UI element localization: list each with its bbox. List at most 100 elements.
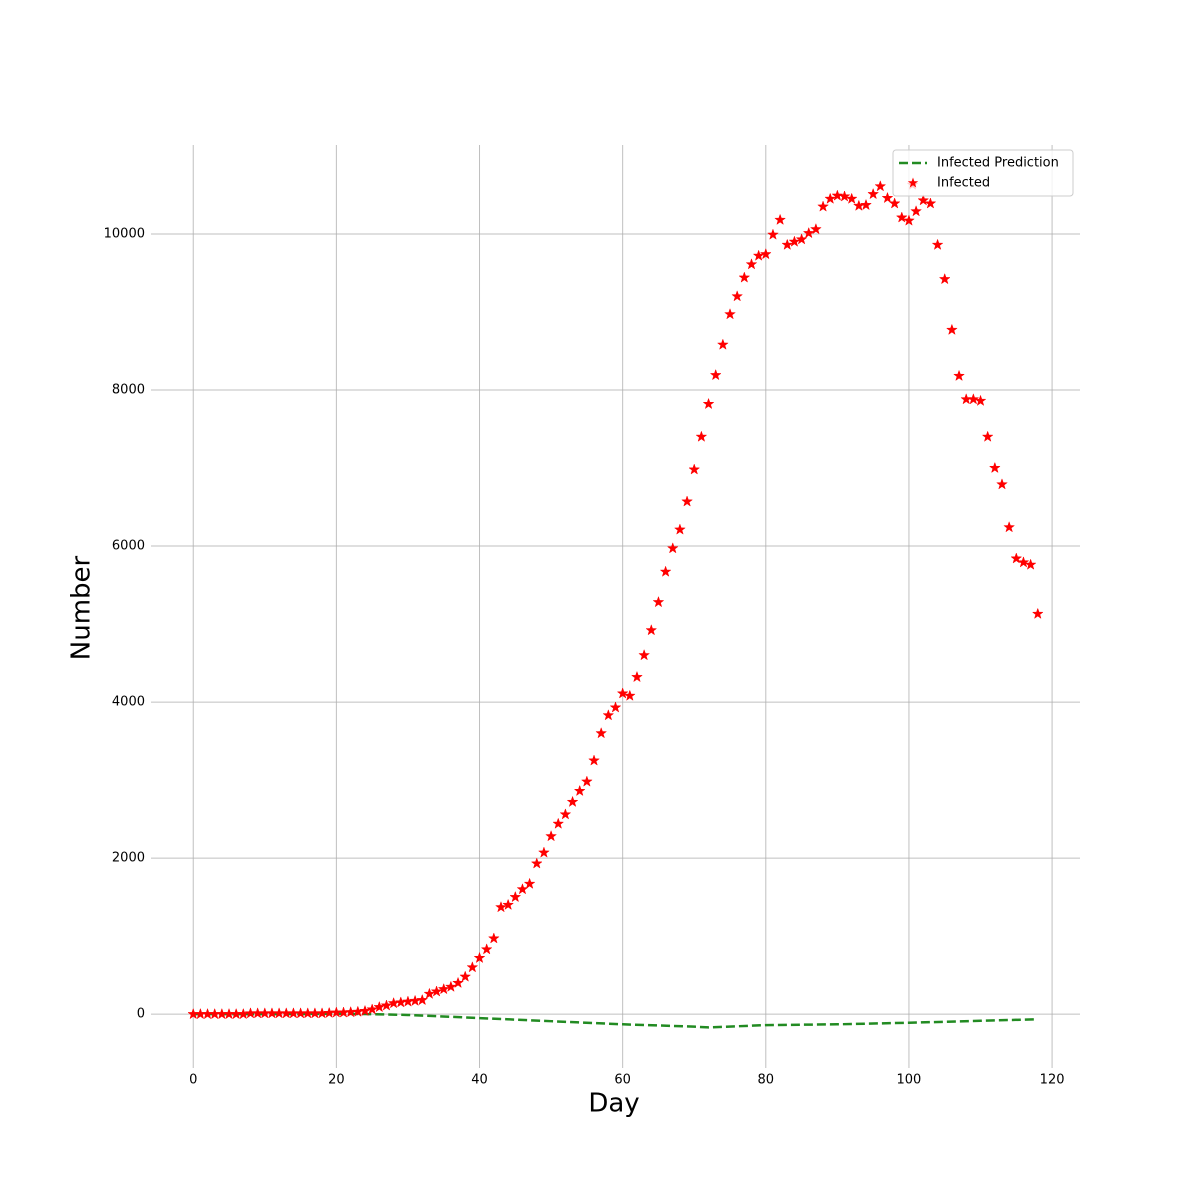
x-tick-label: 40	[471, 1073, 488, 1088]
data-point	[588, 754, 600, 766]
data-point	[895, 211, 908, 223]
data-point	[888, 197, 901, 209]
data-point	[1024, 558, 1037, 570]
data-point	[781, 238, 794, 250]
data-point	[401, 995, 414, 1007]
x-tick-label: 80	[758, 1073, 775, 1088]
data-point	[530, 857, 543, 869]
data-point	[1010, 552, 1023, 564]
data-point	[1003, 521, 1016, 533]
data-point	[860, 198, 872, 211]
data-point	[881, 191, 894, 204]
data-point	[602, 709, 615, 721]
data-point	[709, 368, 722, 381]
data-point	[237, 1007, 250, 1020]
data-point	[480, 943, 493, 955]
data-point	[838, 190, 851, 202]
y-tick-label: 0	[137, 1007, 145, 1022]
data-point	[809, 222, 822, 235]
data-point	[910, 205, 923, 217]
data-point	[616, 687, 629, 699]
data-point	[673, 523, 686, 535]
data-point	[595, 727, 608, 739]
data-point	[380, 999, 393, 1011]
x-tick-label: 20	[328, 1073, 345, 1088]
x-axis-label: Day	[588, 1089, 639, 1119]
data-point	[366, 1003, 379, 1015]
data-point	[867, 187, 880, 200]
data-point	[924, 197, 937, 209]
data-point	[981, 430, 994, 442]
data-point	[845, 192, 858, 204]
data-point	[459, 970, 472, 982]
data-point	[967, 393, 980, 405]
x-tick-label: 0	[189, 1073, 197, 1088]
data-point	[1017, 556, 1030, 568]
legend-box	[892, 149, 1074, 197]
data-point	[759, 247, 772, 260]
data-point	[566, 795, 579, 808]
data-point	[731, 290, 744, 302]
data-point	[487, 932, 500, 944]
data-point	[437, 982, 450, 995]
data-point	[580, 775, 593, 787]
data-point	[631, 670, 643, 683]
data-point	[702, 397, 715, 410]
data-point	[623, 689, 636, 701]
data-point	[738, 271, 751, 283]
data-point	[874, 180, 887, 192]
prediction-line	[193, 1012, 1038, 1029]
data-point	[409, 994, 422, 1006]
data-point	[416, 993, 429, 1006]
x-tick-label: 60	[614, 1073, 631, 1088]
data-point	[695, 430, 708, 442]
data-point	[688, 463, 701, 475]
data-point	[430, 985, 443, 997]
legend-label: Infected Prediction	[937, 156, 1059, 171]
x-tick-label: 120	[1040, 1073, 1065, 1088]
y-tick-label: 10000	[104, 226, 145, 241]
data-point	[537, 846, 550, 858]
data-point	[394, 996, 407, 1008]
data-point	[716, 338, 729, 350]
data-point	[795, 233, 808, 245]
data-point	[824, 192, 837, 204]
y-tick-label: 8000	[112, 382, 145, 397]
data-point	[852, 199, 865, 211]
data-point	[552, 817, 565, 829]
data-point	[652, 595, 665, 608]
data-point	[573, 784, 586, 797]
data-point	[774, 213, 787, 225]
legend-swatch	[907, 177, 919, 188]
data-point	[387, 996, 400, 1009]
data-point	[559, 808, 572, 820]
data-point	[831, 189, 844, 201]
data-point	[1031, 607, 1044, 619]
data-point	[974, 394, 987, 406]
data-point	[802, 226, 815, 239]
x-tick-label: 100	[897, 1073, 922, 1088]
y-axis-label: Number	[67, 555, 97, 660]
data-point	[502, 898, 515, 910]
data-point	[817, 200, 830, 212]
data-point	[788, 235, 801, 247]
data-point	[466, 961, 479, 973]
data-point	[988, 461, 1001, 474]
data-point	[666, 542, 679, 554]
data-point	[659, 565, 672, 577]
data-point	[745, 258, 758, 270]
data-point	[902, 214, 915, 226]
data-point	[423, 987, 436, 999]
data-point	[509, 890, 522, 903]
data-point	[645, 624, 658, 636]
y-tick-label: 2000	[112, 851, 145, 866]
data-point	[938, 272, 951, 285]
data-point	[681, 495, 694, 507]
y-tick-label: 4000	[112, 695, 145, 710]
data-point	[931, 238, 944, 250]
data-point	[473, 951, 486, 964]
data-point	[953, 369, 965, 382]
data-point	[545, 830, 558, 842]
y-tick-label: 6000	[112, 539, 145, 554]
